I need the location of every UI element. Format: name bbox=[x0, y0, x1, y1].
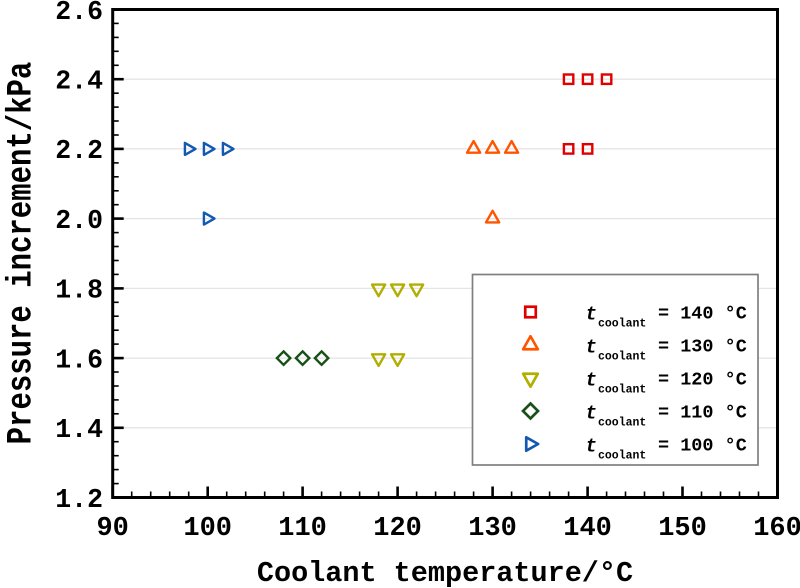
svg-text:2.4: 2.4 bbox=[55, 67, 103, 97]
svg-text:= 120 °C: = 120 °C bbox=[658, 369, 747, 390]
svg-text:t: t bbox=[586, 370, 597, 392]
svg-text:140: 140 bbox=[563, 514, 612, 544]
svg-text:t: t bbox=[586, 304, 597, 326]
svg-text:coolant: coolant bbox=[598, 384, 646, 397]
svg-text:100: 100 bbox=[183, 514, 232, 544]
svg-text:2.6: 2.6 bbox=[55, 0, 103, 27]
svg-text:t: t bbox=[586, 337, 597, 359]
svg-text:Pressure increment/kPa: Pressure increment/kPa bbox=[1, 62, 41, 445]
svg-text:coolant: coolant bbox=[598, 318, 646, 331]
svg-text:= 100 °C: = 100 °C bbox=[658, 435, 747, 456]
svg-text:130: 130 bbox=[468, 514, 517, 544]
svg-text:t: t bbox=[586, 403, 597, 425]
svg-text:90: 90 bbox=[96, 514, 128, 544]
svg-text:Coolant temperature/°C: Coolant temperature/°C bbox=[257, 557, 633, 588]
svg-text:coolant: coolant bbox=[598, 351, 646, 364]
svg-text:110: 110 bbox=[278, 514, 327, 544]
svg-text:1.4: 1.4 bbox=[55, 415, 103, 445]
svg-text:1.8: 1.8 bbox=[55, 276, 103, 306]
svg-text:= 110 °C: = 110 °C bbox=[658, 402, 747, 423]
svg-text:coolant: coolant bbox=[598, 450, 646, 463]
svg-text:= 140 °C: = 140 °C bbox=[658, 303, 747, 324]
svg-text:coolant: coolant bbox=[598, 417, 646, 430]
svg-text:1.2: 1.2 bbox=[55, 485, 103, 515]
svg-text:2.0: 2.0 bbox=[55, 206, 103, 236]
svg-text:150: 150 bbox=[658, 514, 707, 544]
svg-text:2.2: 2.2 bbox=[55, 136, 103, 166]
svg-text:1.6: 1.6 bbox=[55, 345, 103, 375]
svg-text:120: 120 bbox=[373, 514, 422, 544]
svg-text:160: 160 bbox=[753, 514, 800, 544]
svg-text:= 130 °C: = 130 °C bbox=[658, 336, 747, 357]
svg-text:t: t bbox=[586, 436, 597, 458]
